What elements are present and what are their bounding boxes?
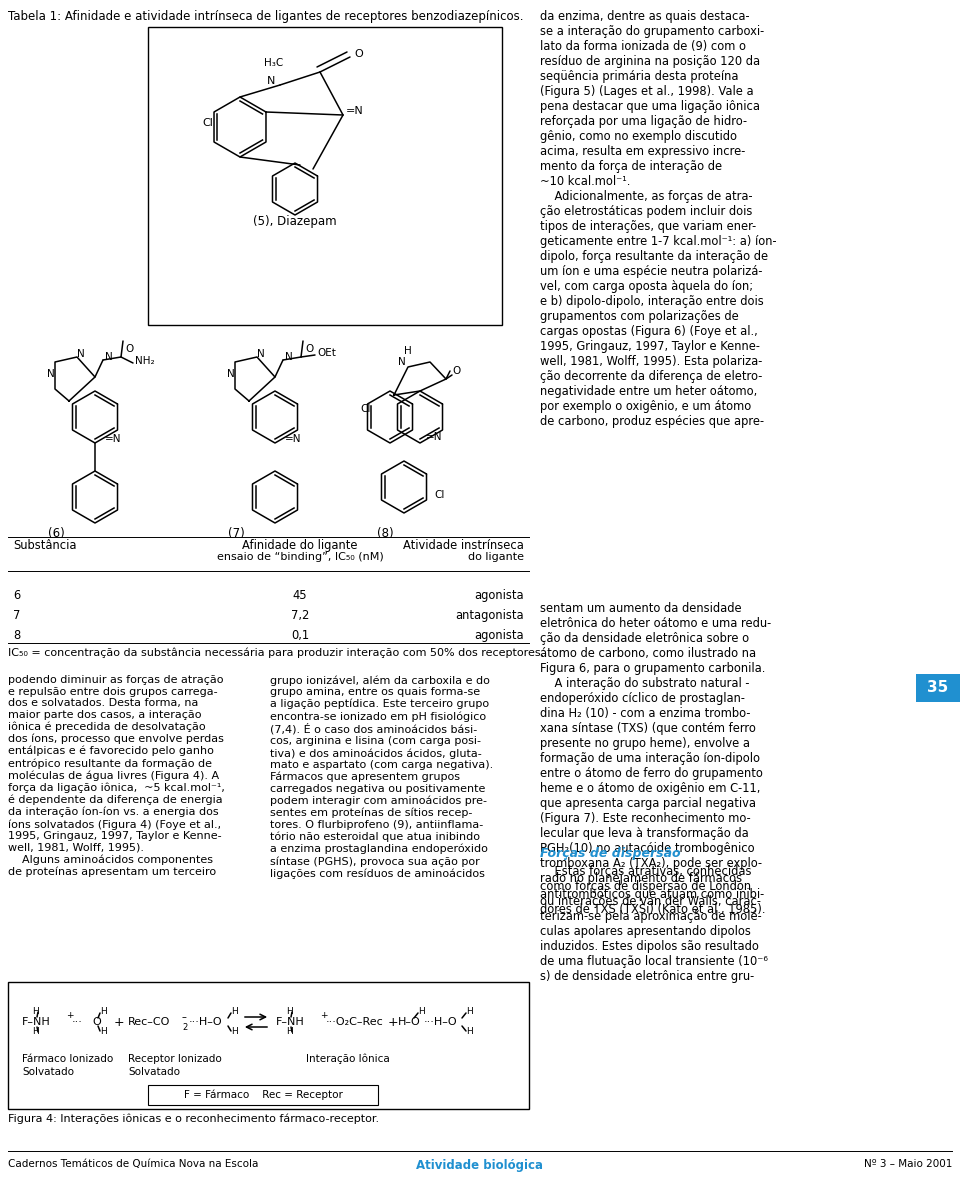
Text: 45: 45	[293, 589, 307, 602]
Text: =N: =N	[346, 107, 364, 116]
Text: Rec–CO: Rec–CO	[128, 1017, 170, 1027]
Text: do ligante: do ligante	[468, 552, 524, 563]
Text: H: H	[32, 1008, 38, 1016]
Text: N: N	[77, 350, 84, 359]
Text: H: H	[404, 346, 412, 356]
Text: OEt: OEt	[317, 348, 336, 358]
Text: ensaio de “binding”, IC₅₀ (nM): ensaio de “binding”, IC₅₀ (nM)	[217, 552, 383, 563]
Text: O: O	[354, 49, 363, 59]
Text: (7): (7)	[228, 527, 245, 540]
Text: antagonista: antagonista	[455, 609, 524, 622]
Bar	[148, 1084, 378, 1105]
Text: +: +	[114, 1015, 125, 1028]
Text: podendo diminuir as forças de atração
e repulsão entre dois grupos carrega-
dos : podendo diminuir as forças de atração e …	[8, 675, 225, 877]
Text: H: H	[231, 1008, 238, 1016]
Text: Atividade biológica: Atividade biológica	[417, 1159, 543, 1172]
Text: –: –	[182, 1011, 187, 1022]
Text: H: H	[100, 1027, 107, 1037]
Text: (6): (6)	[48, 527, 64, 540]
Text: H: H	[466, 1008, 472, 1016]
Text: Receptor Ionizado: Receptor Ionizado	[128, 1055, 222, 1064]
Bar	[8, 982, 529, 1108]
Text: Cl: Cl	[202, 119, 213, 128]
Text: Solvatado: Solvatado	[22, 1067, 74, 1077]
Text: IC₅₀ = concentração da substância necessária para produzir interação com 50% dos: IC₅₀ = concentração da substância necess…	[8, 648, 544, 657]
Text: +: +	[388, 1015, 398, 1028]
Text: Cadernos Temáticos de Química Nova na Escola: Cadernos Temáticos de Química Nova na Es…	[8, 1159, 258, 1169]
Text: N: N	[257, 350, 265, 359]
Text: Solvatado: Solvatado	[128, 1067, 180, 1077]
Text: Afinidade do ligante: Afinidade do ligante	[242, 539, 358, 552]
Text: O: O	[452, 366, 460, 376]
Text: H: H	[286, 1008, 293, 1016]
Text: Figura 4: Interações iônicas e o reconhecimento fármaco-receptor.: Figura 4: Interações iônicas e o reconhe…	[8, 1113, 379, 1124]
Text: O: O	[125, 344, 133, 354]
Text: F–NH: F–NH	[276, 1017, 304, 1027]
Text: =N: =N	[105, 435, 122, 444]
Text: O: O	[305, 344, 313, 354]
Text: H: H	[418, 1008, 424, 1016]
Bar	[148, 28, 502, 326]
Text: N: N	[285, 352, 293, 361]
Text: H: H	[286, 1027, 293, 1037]
Text: ···O₂C–Rec: ···O₂C–Rec	[326, 1017, 384, 1027]
Text: =N: =N	[285, 435, 301, 444]
Text: F = Fármaco    Rec = Receptor: F = Fármaco Rec = Receptor	[183, 1089, 343, 1100]
Text: 35: 35	[927, 681, 948, 695]
Text: Cl: Cl	[360, 405, 371, 414]
Text: Atividade instrínseca: Atividade instrínseca	[403, 539, 524, 552]
Text: 2: 2	[182, 1022, 187, 1032]
Text: O: O	[92, 1017, 101, 1027]
Text: Cl: Cl	[434, 490, 444, 500]
Text: H₃C: H₃C	[264, 57, 283, 68]
Text: N: N	[47, 369, 55, 379]
Text: agonista: agonista	[474, 589, 524, 602]
Text: Interação Iônica: Interação Iônica	[306, 1055, 390, 1064]
Bar	[916, 674, 960, 701]
Text: H: H	[231, 1027, 238, 1037]
Text: H: H	[100, 1008, 107, 1016]
Text: Nº 3 – Maio 2001: Nº 3 – Maio 2001	[864, 1159, 952, 1169]
Text: 7,2: 7,2	[291, 609, 309, 622]
Text: +: +	[320, 1011, 327, 1021]
Text: H: H	[466, 1027, 472, 1037]
Text: N: N	[398, 357, 406, 367]
Text: 8: 8	[13, 628, 20, 642]
Text: F–NH: F–NH	[22, 1017, 51, 1027]
Text: NH₂: NH₂	[135, 356, 155, 366]
Text: (5), Diazepam: (5), Diazepam	[253, 215, 337, 227]
Text: agonista: agonista	[474, 628, 524, 642]
Text: H: H	[32, 1027, 38, 1037]
Text: 7: 7	[13, 609, 20, 622]
Text: N: N	[267, 75, 275, 86]
Text: N: N	[105, 352, 112, 361]
Text: sentam um aumento da densidade
eletrônica do heter oátomo e uma redu-
ção da den: sentam um aumento da densidade eletrônic…	[540, 602, 771, 916]
Text: Tabela 1: Afinidade e atividade intrínseca de ligantes de receptores benzodiazep: Tabela 1: Afinidade e atividade intrínse…	[8, 10, 523, 23]
Text: =N: =N	[426, 432, 443, 442]
Text: (8): (8)	[377, 527, 394, 540]
Text: 0,1: 0,1	[291, 628, 309, 642]
Text: Forças de dispersão: Forças de dispersão	[540, 847, 681, 859]
Text: grupo ionizável, além da carboxila e do
grupo amina, entre os quais forma-se
a l: grupo ionizável, além da carboxila e do …	[270, 675, 493, 879]
Text: Estas forças atrativas, conhecidas
como forças de dispersão de London
ou interaç: Estas forças atrativas, conhecidas como …	[540, 865, 768, 983]
Text: Fármaco Ionizado: Fármaco Ionizado	[22, 1055, 113, 1064]
Text: +: +	[66, 1011, 74, 1021]
Text: N: N	[228, 369, 235, 379]
Text: 6: 6	[13, 589, 20, 602]
Text: Substância: Substância	[13, 539, 77, 552]
Text: H–O: H–O	[398, 1017, 420, 1027]
Text: ···H–O: ···H–O	[424, 1017, 458, 1027]
Text: da enzima, dentre as quais destaca-
se a interação do grupamento carboxi-
lato d: da enzima, dentre as quais destaca- se a…	[540, 10, 777, 429]
Text: ···: ···	[72, 1017, 83, 1027]
Text: ···H–O: ···H–O	[189, 1017, 223, 1027]
